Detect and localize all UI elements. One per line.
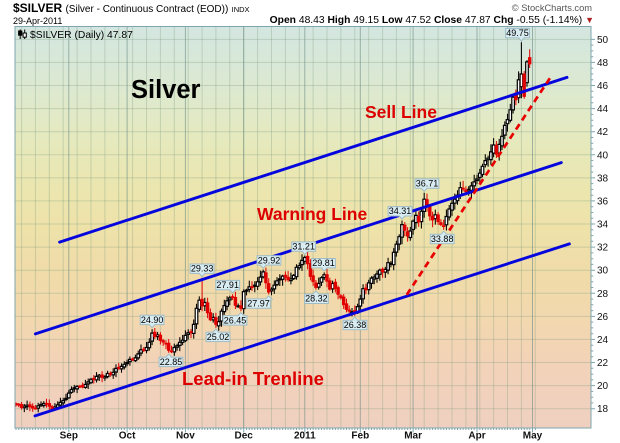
svg-text:28.32: 28.32 <box>305 294 328 304</box>
svg-text:44: 44 <box>597 104 609 115</box>
svg-text:32: 32 <box>597 243 609 254</box>
svg-text:Oct: Oct <box>119 431 136 442</box>
svg-text:48: 48 <box>597 58 609 69</box>
svg-text:May: May <box>523 431 543 442</box>
svg-text:29.33: 29.33 <box>191 264 214 274</box>
svg-text:28: 28 <box>597 289 609 300</box>
svg-text:50: 50 <box>597 35 609 46</box>
svg-text:Lead-in Trenline: Lead-in Trenline <box>182 368 324 389</box>
svg-text:26: 26 <box>597 312 609 323</box>
svg-text:49.75: 49.75 <box>506 28 529 38</box>
svg-text:29.81: 29.81 <box>312 258 335 268</box>
svg-text:25.02: 25.02 <box>207 332 230 342</box>
svg-text:Sell Line: Sell Line <box>365 102 437 122</box>
svg-text:Nov: Nov <box>176 431 195 442</box>
svg-text:22.85: 22.85 <box>160 357 183 367</box>
svg-text:42: 42 <box>597 127 609 138</box>
svg-text:20: 20 <box>597 381 609 392</box>
svg-text:26.38: 26.38 <box>344 320 367 330</box>
svg-text:Dec: Dec <box>235 431 254 442</box>
svg-text:34: 34 <box>597 220 609 231</box>
svg-text:40: 40 <box>597 150 609 161</box>
svg-text:46: 46 <box>597 81 609 92</box>
svg-text:18: 18 <box>597 404 609 415</box>
svg-text:27.97: 27.97 <box>247 299 270 309</box>
svg-text:24.90: 24.90 <box>141 315 164 325</box>
svg-text:30: 30 <box>597 266 609 277</box>
svg-text:Silver: Silver <box>131 76 201 104</box>
svg-text:Feb: Feb <box>351 431 369 442</box>
svg-text:33.88: 33.88 <box>431 234 454 244</box>
svg-text:31.21: 31.21 <box>292 242 315 252</box>
svg-text:Apr: Apr <box>468 431 485 442</box>
svg-text:36.71: 36.71 <box>416 179 439 189</box>
svg-text:26.45: 26.45 <box>224 315 247 325</box>
svg-text:Sep: Sep <box>60 431 78 442</box>
svg-text:Warning Line: Warning Line <box>257 204 367 224</box>
svg-text:Mar: Mar <box>404 431 422 442</box>
svg-text:36: 36 <box>597 196 609 207</box>
svg-text:22: 22 <box>597 358 609 369</box>
svg-text:29.92: 29.92 <box>258 255 281 265</box>
svg-text:38: 38 <box>597 173 609 184</box>
svg-text:2011: 2011 <box>294 431 316 442</box>
svg-text:$SILVER (Daily) 47.87: $SILVER (Daily) 47.87 <box>30 30 133 41</box>
svg-text:34.31: 34.31 <box>389 206 412 216</box>
svg-text:27.91: 27.91 <box>216 280 239 290</box>
svg-text:24: 24 <box>597 335 609 346</box>
